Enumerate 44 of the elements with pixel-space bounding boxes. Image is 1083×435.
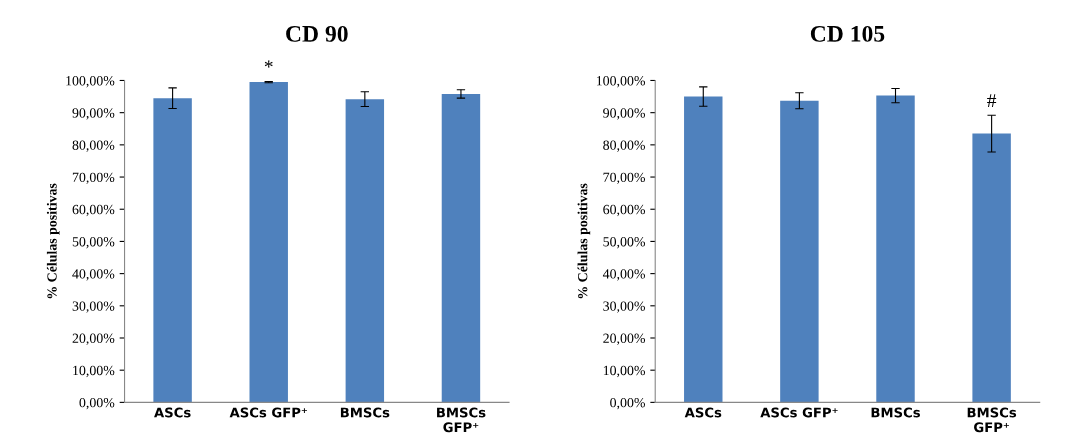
y-axis-title: % Células positivas xyxy=(46,183,60,299)
y-tick-label: 20,00% xyxy=(72,333,115,345)
x-tick-label: BMSCs xyxy=(871,407,920,418)
bar xyxy=(684,96,723,403)
y-tick-label: 80,00% xyxy=(72,140,115,152)
y-tick-label: 40,00% xyxy=(72,269,115,281)
x-tick-label: BMSCs xyxy=(340,407,390,418)
y-tick-label: 70,00% xyxy=(72,172,115,184)
y-tick-label: 100,00% xyxy=(66,76,115,88)
x-tick-label: ASCs xyxy=(154,407,191,418)
bar xyxy=(153,98,192,403)
bar xyxy=(780,100,819,403)
x-tick-label: BMSCs GFP⁺ xyxy=(967,407,1017,433)
y-tick-label: 10,00% xyxy=(603,365,646,378)
annotation: * xyxy=(264,60,273,68)
bar xyxy=(441,93,481,403)
bar xyxy=(876,95,915,403)
y-tick-label: 60,00% xyxy=(72,204,115,217)
x-tick-label: ASCs GFP⁺ xyxy=(760,407,838,418)
y-tick-label: 80,00% xyxy=(603,140,646,152)
y-tick-label: 50,00% xyxy=(603,237,646,249)
annotation: # xyxy=(987,94,997,107)
bar xyxy=(345,99,385,403)
y-tick-label: 40,00% xyxy=(602,269,646,281)
y-tick-label: 0,00% xyxy=(79,397,115,410)
chart-title: CD 105 xyxy=(810,25,885,42)
y-tick-label: 0,00% xyxy=(610,397,646,410)
y-tick-label: 70,00% xyxy=(603,172,646,184)
y-tick-label: 30,00% xyxy=(603,301,646,313)
y-axis-title: % Células positivas xyxy=(577,183,591,299)
x-tick-label: BMSCs GFP⁺ xyxy=(437,407,486,433)
chart-title: CD 90 xyxy=(286,25,348,42)
y-tick-label: 10,00% xyxy=(73,365,115,378)
y-tick-label: 30,00% xyxy=(72,301,115,313)
bar xyxy=(249,82,288,403)
y-tick-label: 90,00% xyxy=(603,108,646,120)
y-tick-label: 100,00% xyxy=(596,76,646,88)
x-tick-label: ASCs GFP⁺ xyxy=(229,407,307,418)
y-tick-label: 50,00% xyxy=(72,237,115,249)
x-tick-label: ASCs xyxy=(684,407,722,418)
y-tick-label: 90,00% xyxy=(72,108,115,120)
y-tick-label: 20,00% xyxy=(603,333,646,345)
bar xyxy=(972,133,1011,403)
y-tick-label: 60,00% xyxy=(603,204,646,217)
